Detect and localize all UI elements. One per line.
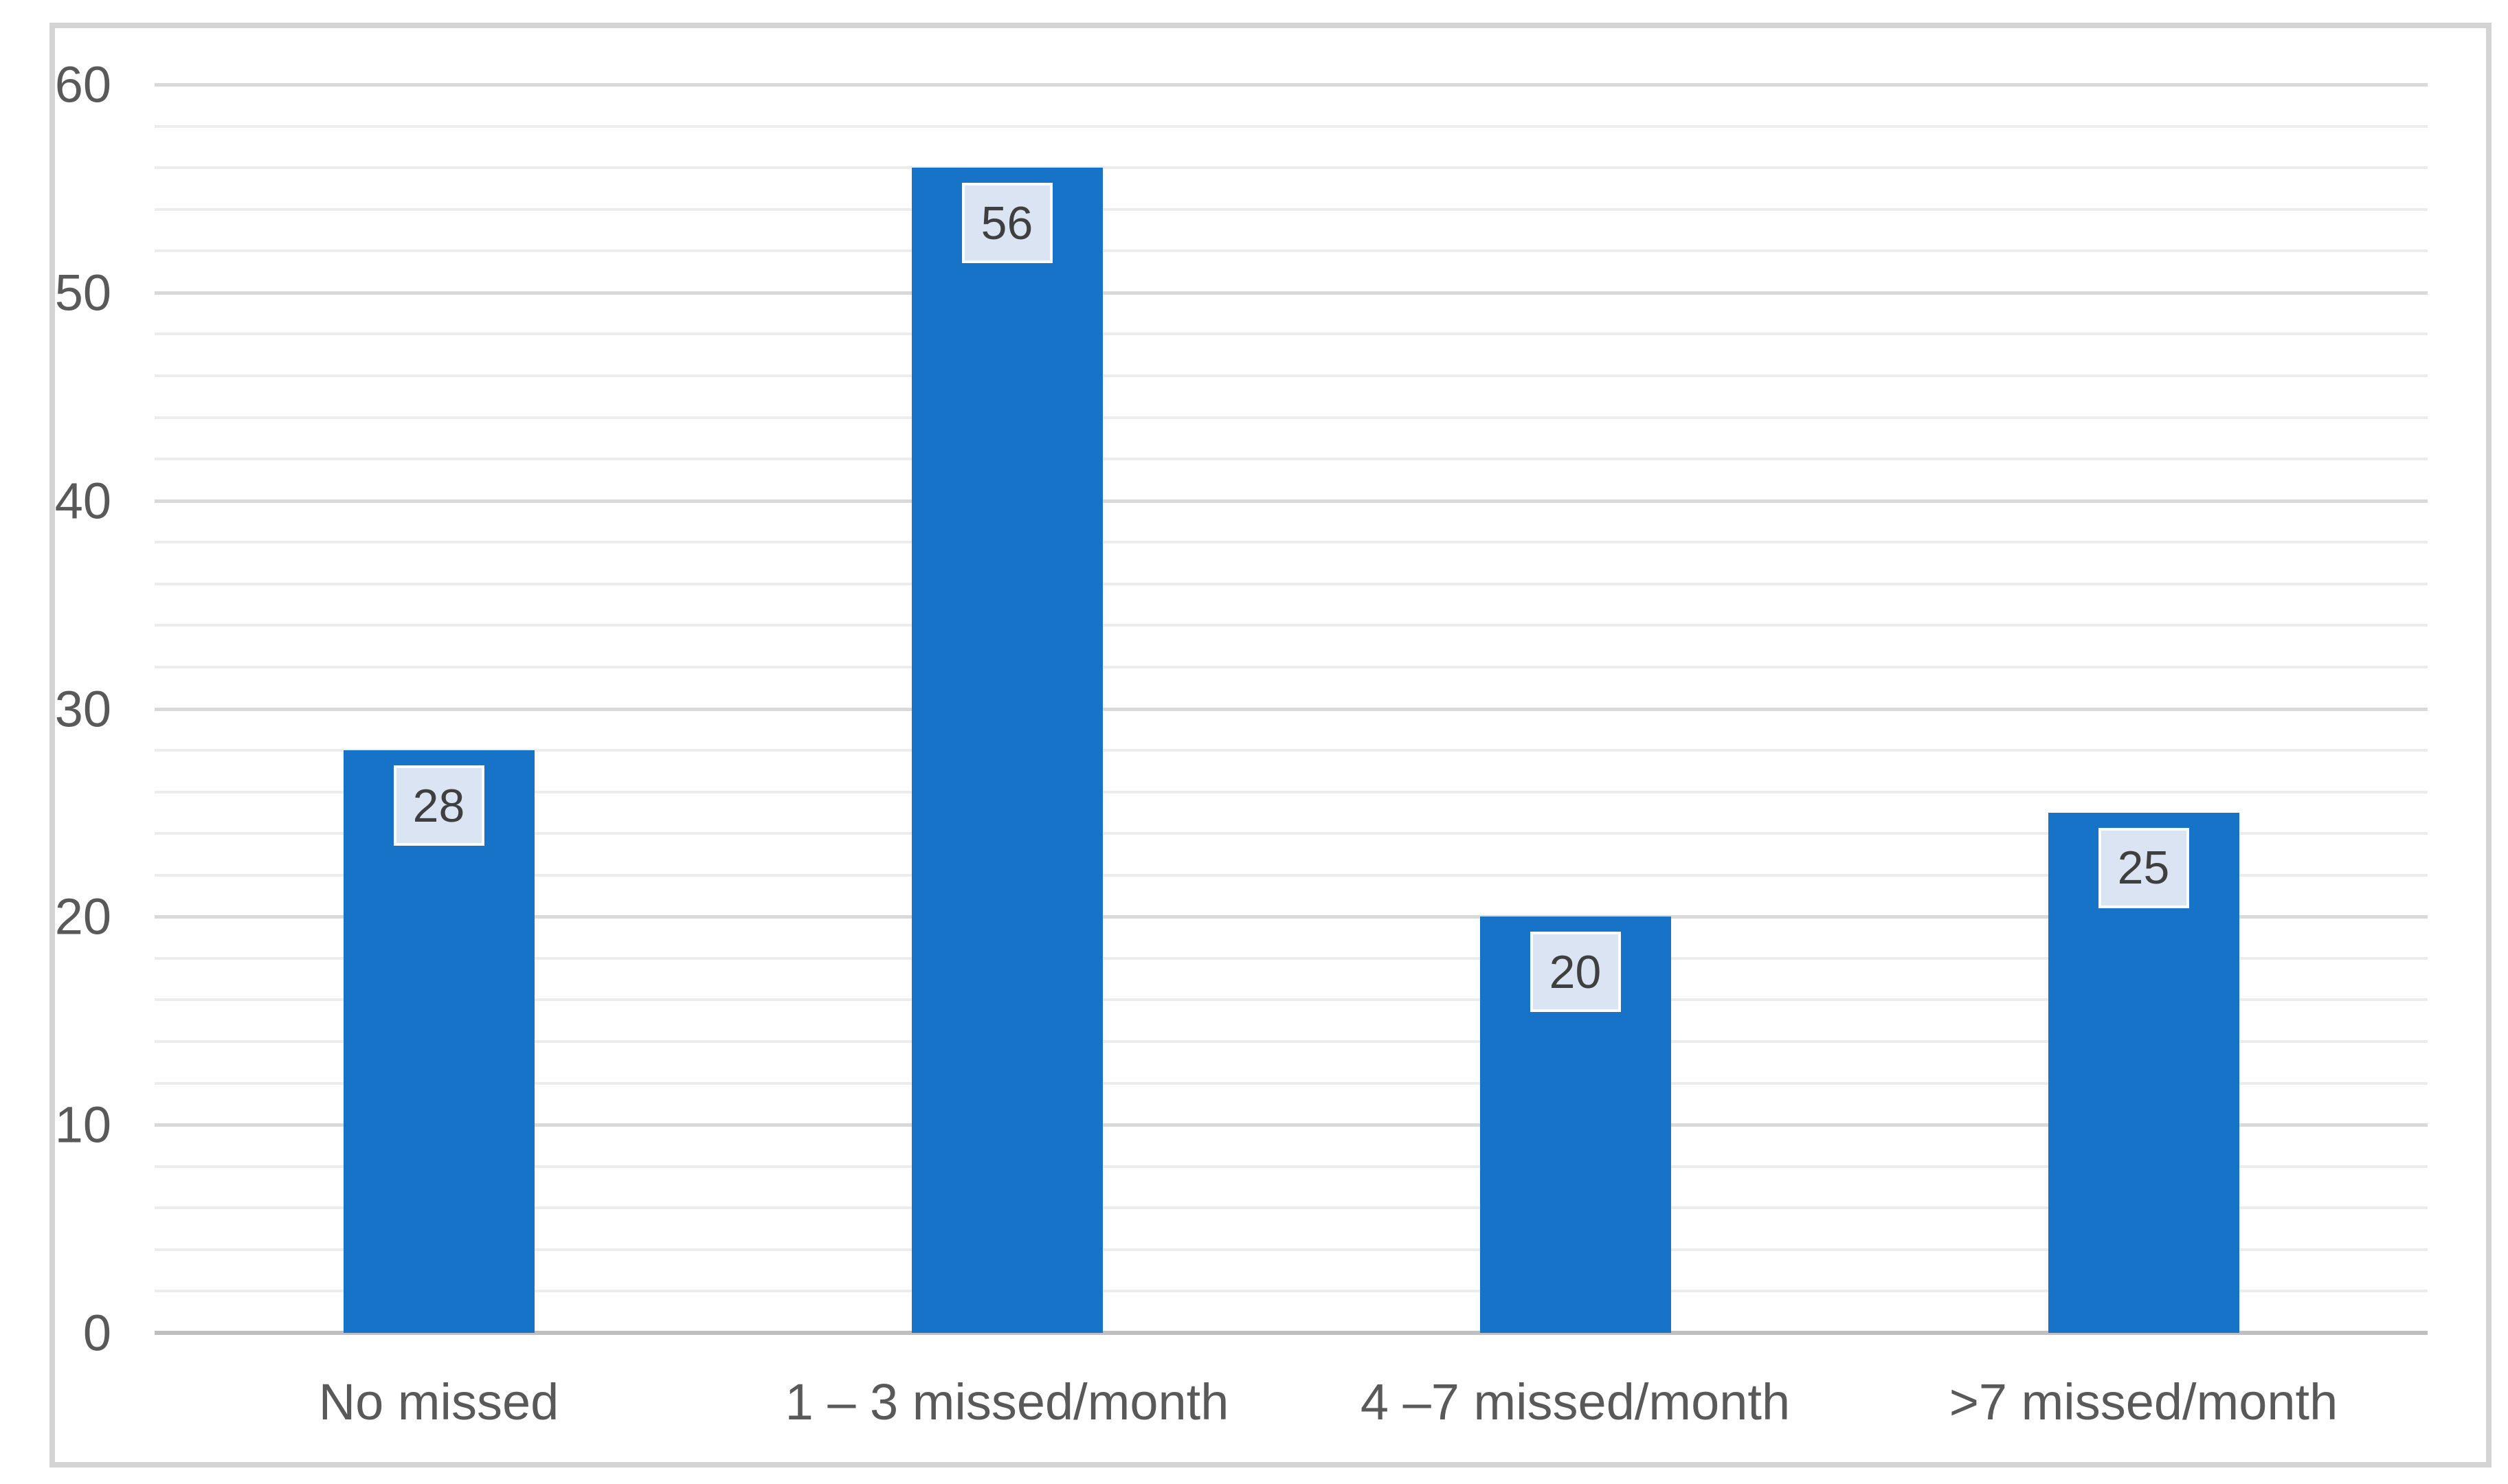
y-tick-label: 50 (54, 264, 111, 322)
x-axis-category-labels: No missed 1 – 3 missed/month 4 –7 missed/m… (155, 1373, 2428, 1448)
y-tick-label: 40 (54, 472, 111, 530)
category-label: No missed (318, 1373, 559, 1430)
minor-gridline (155, 416, 2428, 419)
minor-gridline (155, 333, 2428, 336)
y-tick-label: 0 (82, 1304, 111, 1362)
category-label: 4 –7 missed/month (1360, 1373, 1791, 1430)
minor-gridline (155, 998, 2428, 1002)
y-tick-label: 10 (54, 1096, 111, 1154)
minor-gridline (155, 582, 2428, 585)
minor-gridline (155, 541, 2428, 544)
bar: 56 (911, 168, 1103, 1333)
bar: 28 (343, 750, 535, 1333)
minor-gridline (155, 956, 2428, 960)
major-gridline (155, 915, 2428, 919)
minor-gridline (155, 665, 2428, 668)
minor-gridline (155, 1248, 2428, 1251)
minor-gridline (155, 207, 2428, 211)
plot-area: 28 56 20 25 (155, 83, 2428, 1335)
minor-gridline (155, 832, 2428, 835)
bar: 25 (2048, 812, 2239, 1333)
major-gridline (155, 1123, 2428, 1127)
data-label: 56 (961, 183, 1053, 264)
minor-gridline (155, 1081, 2428, 1085)
minor-gridline (155, 873, 2428, 877)
minor-gridline (155, 790, 2428, 794)
y-axis-tick-labels: 0 10 20 30 40 50 60 (0, 56, 111, 1362)
data-label: 20 (1530, 932, 1621, 1013)
minor-gridline (155, 1206, 2428, 1210)
y-tick-label: 20 (54, 888, 111, 945)
category-label: >7 missed/month (1949, 1373, 2338, 1430)
y-tick-label: 30 (54, 680, 111, 737)
bar: 20 (1479, 917, 1671, 1333)
minor-gridline (155, 749, 2428, 752)
major-gridline (155, 83, 2428, 87)
minor-gridline (155, 124, 2428, 128)
minor-gridline (155, 374, 2428, 377)
major-gridline (155, 707, 2428, 711)
x-axis-line (155, 1331, 2428, 1335)
major-gridline (155, 291, 2428, 295)
minor-gridline (155, 1040, 2428, 1044)
minor-gridline (155, 458, 2428, 461)
minor-gridline (155, 249, 2428, 253)
minor-gridline (155, 166, 2428, 170)
data-label: 25 (2098, 827, 2189, 908)
minor-gridline (155, 624, 2428, 627)
minor-gridline (155, 1165, 2428, 1168)
y-tick-label: 60 (54, 56, 111, 113)
data-label: 28 (393, 765, 484, 846)
category-label: 1 – 3 missed/month (785, 1373, 1229, 1430)
minor-gridline (155, 1290, 2428, 1293)
major-gridline (155, 499, 2428, 503)
